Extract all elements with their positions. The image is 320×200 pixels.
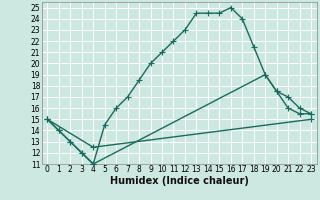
X-axis label: Humidex (Indice chaleur): Humidex (Indice chaleur) bbox=[110, 176, 249, 186]
